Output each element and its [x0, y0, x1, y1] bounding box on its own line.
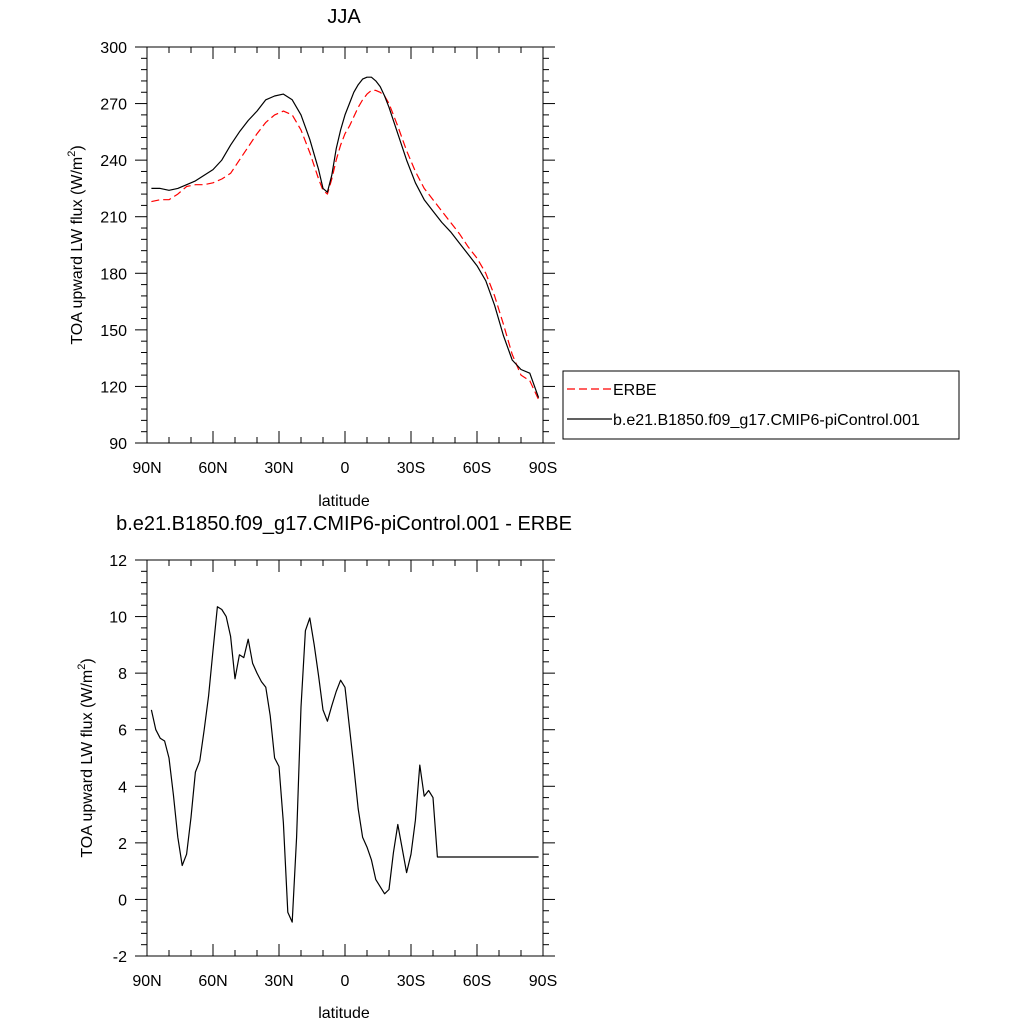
- x-tick-label: 60N: [198, 973, 227, 990]
- x-tick-label: 90S: [529, 460, 557, 477]
- y-tick-label: 10: [109, 610, 127, 627]
- x-tick-label: 60S: [463, 460, 491, 477]
- top-plot-frame: [146, 46, 544, 444]
- bottom-panel: b.e21.B1850.f09_g17.CMIP6-piControl.001 …: [76, 513, 572, 1022]
- bottom-y-tick-labels: -2 0 2 4 6 8 10 12: [109, 553, 127, 966]
- x-tick-label: 30N: [264, 460, 293, 477]
- bottom-y-axis-label: TOA upward LW flux (W/m2): [76, 658, 96, 857]
- x-tick-label: 60S: [463, 973, 491, 990]
- legend: ERBE b.e21.B1850.f09_g17.CMIP6-piControl…: [562, 370, 960, 440]
- y-tick-label: 150: [100, 323, 127, 340]
- top-panel: JJA 90 120 150 180 210 240 270 300 90N 60N 30N 0 30…: [66, 6, 960, 510]
- top-y-axis-label-sup: 2: [66, 151, 78, 157]
- legend-label-erbe: ERBE: [613, 382, 657, 399]
- bottom-x-tick-labels: 90N 60N 30N 0 30S 60S 90S: [132, 973, 557, 990]
- x-tick-label: 30S: [397, 973, 425, 990]
- x-tick-label: 0: [341, 460, 350, 477]
- x-tick-label: 60N: [198, 460, 227, 477]
- top-y-axis-label-close: ): [69, 145, 86, 150]
- y-tick-label: 180: [100, 266, 127, 283]
- bottom-x-axis-label: latitude: [318, 1005, 370, 1022]
- y-tick-label: 2: [118, 836, 127, 853]
- y-tick-label: 270: [100, 97, 127, 114]
- x-tick-label: 30N: [264, 973, 293, 990]
- bottom-y-axis-label-close: ): [79, 658, 96, 663]
- y-tick-label: 210: [100, 210, 127, 227]
- top-ticks: [135, 46, 555, 444]
- bottom-y-axis-label-main: TOA upward LW flux (W/m: [79, 670, 96, 858]
- top-y-tick-labels: 90 120 150 180 210 240 270 300: [100, 40, 127, 453]
- y-tick-label: 12: [109, 553, 127, 570]
- bottom-chart-title: b.e21.B1850.f09_g17.CMIP6-piControl.001 …: [116, 513, 572, 535]
- top-chart-title: JJA: [327, 6, 361, 28]
- y-tick-label: 4: [118, 779, 127, 796]
- y-tick-label: 90: [109, 436, 127, 453]
- y-tick-label: 240: [100, 153, 127, 170]
- x-tick-label: 90S: [529, 973, 557, 990]
- series-line-erbe: [151, 89, 540, 400]
- y-tick-label: 8: [118, 666, 127, 683]
- y-tick-label: 6: [118, 723, 127, 740]
- bottom-ticks: [135, 559, 555, 957]
- top-x-axis-label: latitude: [318, 493, 370, 510]
- x-tick-label: 0: [341, 973, 350, 990]
- y-tick-label: 0: [118, 892, 127, 909]
- y-tick-label: 120: [100, 379, 127, 396]
- y-tick-label: 300: [100, 40, 127, 57]
- legend-label-model: b.e21.B1850.f09_g17.CMIP6-piControl.001: [613, 412, 920, 429]
- series-line-model: [151, 76, 540, 398]
- top-x-tick-labels: 90N 60N 30N 0 30S 60S 90S: [132, 460, 557, 477]
- x-tick-label: 30S: [397, 460, 425, 477]
- top-lines: [151, 76, 540, 400]
- y-tick-label: -2: [113, 949, 127, 966]
- legend-box: [562, 370, 960, 440]
- top-y-axis-label: TOA upward LW flux (W/m2): [66, 145, 86, 344]
- bottom-y-axis-label-sup: 2: [76, 664, 88, 670]
- series-line-difference: [150, 606, 539, 923]
- bottom-lines: [150, 606, 539, 923]
- bottom-plot-frame: [146, 559, 544, 957]
- x-tick-label: 90N: [132, 973, 161, 990]
- top-y-axis-label-main: TOA upward LW flux (W/m: [69, 157, 86, 345]
- x-tick-label: 90N: [132, 460, 161, 477]
